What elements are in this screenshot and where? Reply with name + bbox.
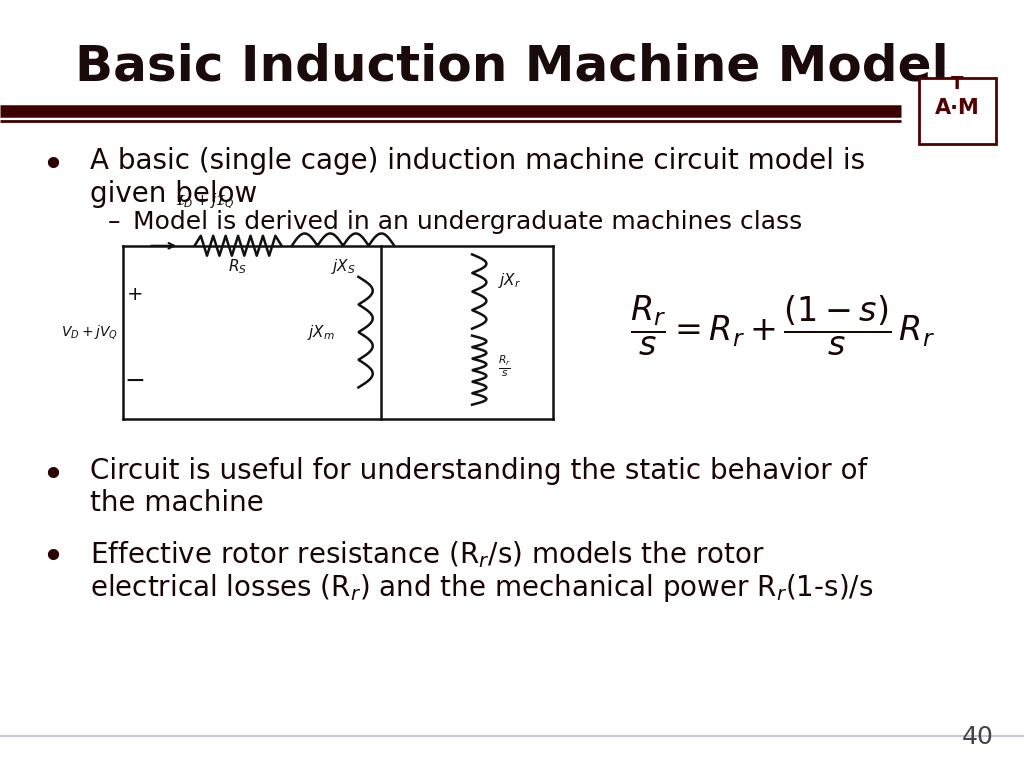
Text: electrical losses (R$_r$) and the mechanical power R$_r$(1-s)/s: electrical losses (R$_r$) and the mechan… — [90, 572, 873, 604]
Text: •: • — [41, 539, 63, 577]
Text: $jX_r$: $jX_r$ — [498, 271, 521, 290]
Text: $jX_m$: $jX_m$ — [307, 323, 335, 342]
Text: the machine: the machine — [90, 489, 264, 517]
Text: $\frac{R_r}{s}$: $\frac{R_r}{s}$ — [498, 354, 511, 379]
Text: Effective rotor resistance (R$_r$/s) models the rotor: Effective rotor resistance (R$_r$/s) mod… — [90, 539, 765, 570]
Text: –: – — [108, 210, 120, 234]
Text: $\mathcal{I}_D+j\mathcal{I}_Q$: $\mathcal{I}_D+j\mathcal{I}_Q$ — [175, 192, 234, 211]
FancyBboxPatch shape — [919, 78, 996, 144]
Text: 40: 40 — [962, 725, 993, 749]
Text: $V_D+jV_Q$: $V_D+jV_Q$ — [60, 323, 118, 341]
Text: +: + — [127, 285, 143, 303]
Text: $\dfrac{R_r}{s} = R_r + \dfrac{(1-s)}{s}\,R_r$: $\dfrac{R_r}{s} = R_r + \dfrac{(1-s)}{s}… — [630, 294, 935, 359]
Text: Model is derived in an undergraduate machines class: Model is derived in an undergraduate mac… — [133, 210, 803, 234]
Text: •: • — [41, 457, 63, 495]
Text: given below: given below — [90, 180, 257, 207]
Text: $jX_S$: $jX_S$ — [331, 257, 355, 276]
Text: Basic Induction Machine Model: Basic Induction Machine Model — [75, 42, 949, 91]
Text: Circuit is useful for understanding the static behavior of: Circuit is useful for understanding the … — [90, 457, 867, 485]
Text: Τ: Τ — [951, 75, 964, 94]
Text: •: • — [41, 147, 63, 185]
Text: −: − — [125, 369, 145, 392]
Text: A basic (single cage) induction machine circuit model is: A basic (single cage) induction machine … — [90, 147, 865, 175]
Text: $R_S$: $R_S$ — [228, 257, 247, 276]
Text: A·M: A·M — [935, 98, 980, 118]
